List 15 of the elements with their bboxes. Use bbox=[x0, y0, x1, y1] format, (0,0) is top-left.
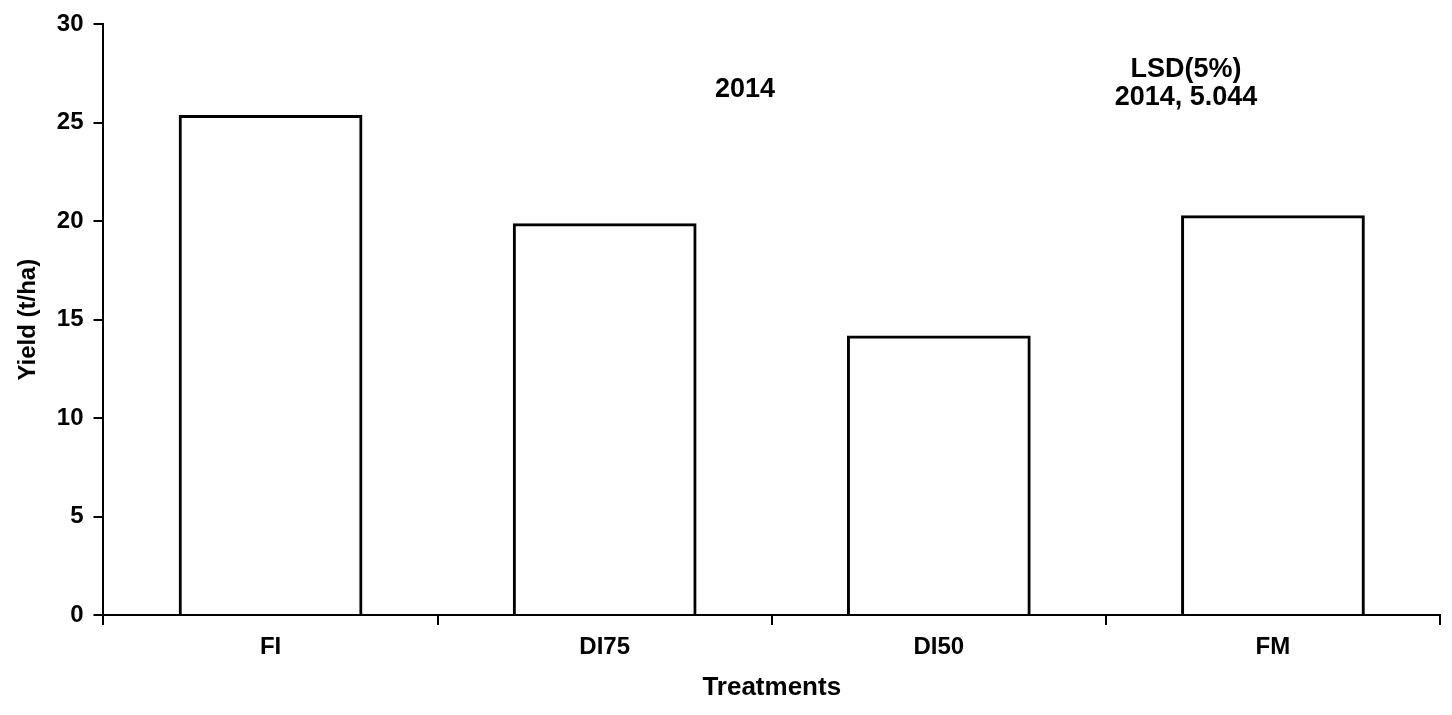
annotation: LSD(5%) 2014, 5.044 bbox=[1114, 52, 1258, 111]
y-tick-label: 15 bbox=[56, 304, 84, 332]
x-tick-label: FM bbox=[1255, 632, 1291, 660]
y-tick-label: 20 bbox=[56, 205, 84, 233]
x-tick-label: FI bbox=[259, 632, 282, 660]
annotation: 2014 bbox=[714, 72, 776, 103]
y-tick-label: 0 bbox=[70, 599, 84, 627]
y-tick-label: 25 bbox=[56, 107, 84, 135]
y-tick-label: 10 bbox=[56, 402, 84, 430]
x-axis-title: Treatments bbox=[702, 670, 842, 701]
y-tick-label: 5 bbox=[70, 501, 84, 529]
x-tick-label: DI50 bbox=[913, 632, 965, 660]
y-axis-title: Yield (t/ha) bbox=[13, 258, 41, 381]
x-tick-label: DI75 bbox=[579, 632, 631, 660]
y-tick-label: 30 bbox=[56, 9, 84, 37]
